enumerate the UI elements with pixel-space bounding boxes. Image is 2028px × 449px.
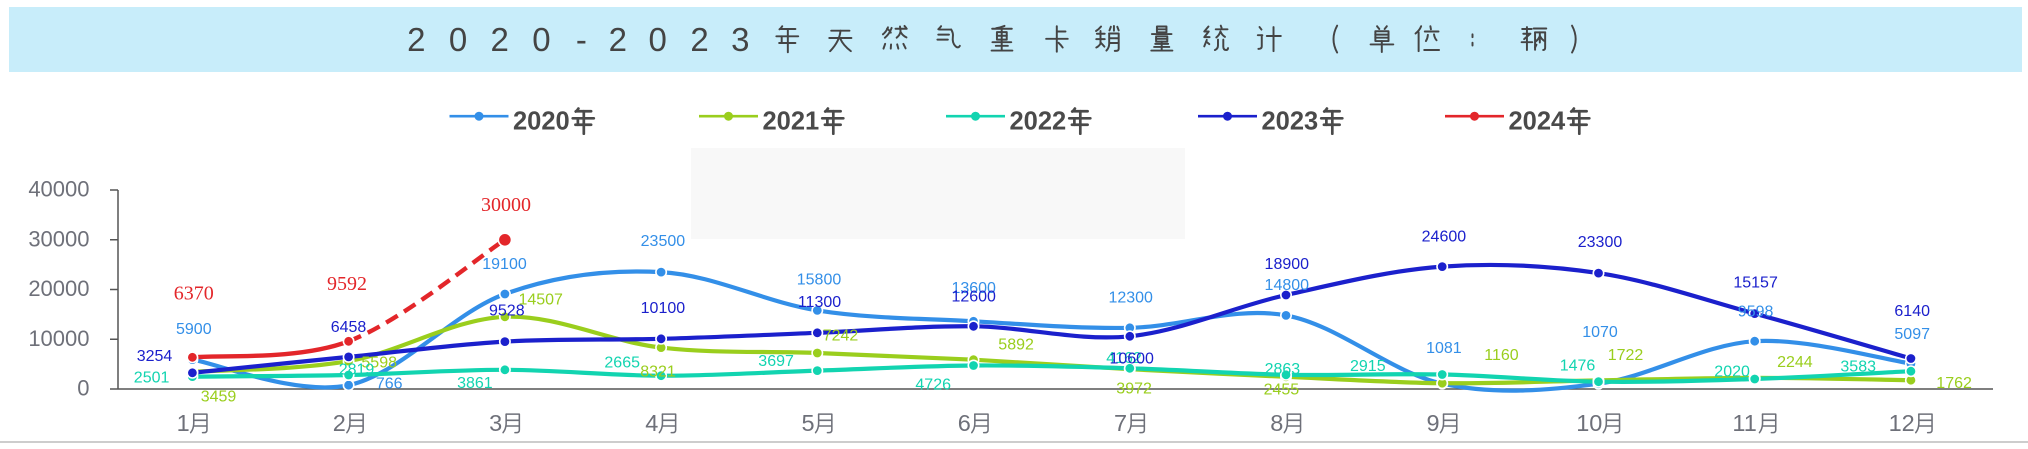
svg-text:2665: 2665 [604, 355, 640, 372]
svg-text:4: 4 [645, 410, 658, 436]
svg-text:6: 6 [958, 410, 971, 436]
svg-text:1081: 1081 [1426, 340, 1462, 357]
svg-text:1160: 1160 [1484, 347, 1519, 364]
svg-text:10100: 10100 [641, 300, 686, 317]
svg-text:3697: 3697 [758, 353, 794, 370]
svg-text:2022: 2022 [1010, 108, 1067, 136]
svg-text:9: 9 [1427, 410, 1440, 436]
svg-text:14507: 14507 [518, 292, 563, 309]
svg-text:2863: 2863 [1265, 361, 1301, 378]
svg-text:24600: 24600 [1422, 229, 1467, 246]
svg-text:2: 2 [333, 410, 346, 436]
svg-text:2: 2 [407, 21, 425, 58]
svg-text:3: 3 [731, 21, 749, 58]
svg-text:2915: 2915 [1350, 358, 1386, 375]
svg-text:2: 2 [491, 21, 509, 58]
svg-text:766: 766 [376, 376, 403, 393]
svg-text:15800: 15800 [797, 272, 842, 289]
svg-text:0: 0 [532, 21, 550, 58]
svg-text:9598: 9598 [1738, 304, 1774, 321]
svg-text:5892: 5892 [998, 337, 1034, 354]
svg-text:2: 2 [690, 21, 708, 58]
svg-text:3459: 3459 [201, 388, 237, 405]
svg-text:23300: 23300 [1578, 234, 1623, 251]
svg-text:2244: 2244 [1777, 354, 1813, 371]
svg-text:11300: 11300 [798, 294, 841, 311]
svg-text:2020: 2020 [1714, 363, 1750, 380]
svg-text:11: 11 [1732, 410, 1756, 436]
svg-text:4726: 4726 [915, 377, 951, 394]
svg-text:2023: 2023 [1262, 108, 1319, 136]
svg-text:7242: 7242 [823, 328, 859, 345]
svg-text:0: 0 [449, 21, 467, 58]
svg-text:10600: 10600 [1109, 351, 1154, 368]
svg-text:2455: 2455 [1264, 381, 1300, 398]
svg-text:12300: 12300 [1108, 290, 1153, 307]
svg-text:3583: 3583 [1840, 359, 1876, 376]
svg-text:5900: 5900 [176, 321, 212, 338]
svg-text:7: 7 [1114, 410, 1127, 436]
svg-text:30000: 30000 [481, 194, 531, 216]
svg-text:5: 5 [802, 410, 815, 436]
svg-text:2819: 2819 [339, 361, 375, 378]
svg-text:3254: 3254 [137, 348, 173, 365]
svg-text:1722: 1722 [1608, 347, 1644, 364]
svg-text:19100: 19100 [482, 256, 527, 273]
svg-text:13600: 13600 [951, 280, 996, 297]
svg-text:1070: 1070 [1582, 324, 1618, 341]
svg-text:0: 0 [649, 21, 667, 58]
svg-text:2501: 2501 [134, 369, 170, 386]
svg-text:12: 12 [1889, 410, 1915, 436]
svg-text:3: 3 [489, 410, 502, 436]
svg-text:5097: 5097 [1894, 326, 1930, 343]
svg-text:5598: 5598 [361, 355, 397, 372]
svg-text:2021: 2021 [763, 108, 820, 136]
svg-text:1476: 1476 [1560, 358, 1596, 375]
svg-text:0: 0 [77, 376, 89, 401]
svg-text:14800: 14800 [1265, 277, 1310, 294]
svg-text:6458: 6458 [331, 319, 367, 336]
svg-text:9528: 9528 [489, 303, 525, 320]
svg-text:6370: 6370 [174, 283, 214, 305]
svg-text:3861: 3861 [457, 375, 493, 392]
svg-text:10000: 10000 [28, 326, 89, 351]
svg-text:6140: 6140 [1894, 303, 1930, 320]
svg-text:10: 10 [1576, 410, 1602, 436]
svg-text:-: - [576, 21, 587, 58]
svg-text:2020: 2020 [513, 108, 570, 136]
svg-text:8: 8 [1270, 410, 1283, 436]
svg-text:8321: 8321 [640, 363, 676, 380]
svg-text:1762: 1762 [1936, 375, 1972, 392]
svg-text:2024: 2024 [1509, 108, 1567, 136]
svg-text:23500: 23500 [641, 233, 686, 250]
svg-text:9592: 9592 [327, 273, 367, 295]
svg-text:3972: 3972 [1116, 380, 1152, 397]
svg-text:40000: 40000 [28, 177, 89, 202]
svg-text:1: 1 [177, 410, 190, 436]
svg-text:12600: 12600 [951, 289, 996, 306]
svg-text:20000: 20000 [28, 276, 89, 301]
svg-text:15157: 15157 [1733, 275, 1778, 292]
svg-text:2: 2 [609, 21, 627, 58]
svg-text:30000: 30000 [28, 226, 89, 251]
svg-text:4162: 4162 [1106, 350, 1142, 367]
svg-text:18900: 18900 [1265, 256, 1310, 273]
